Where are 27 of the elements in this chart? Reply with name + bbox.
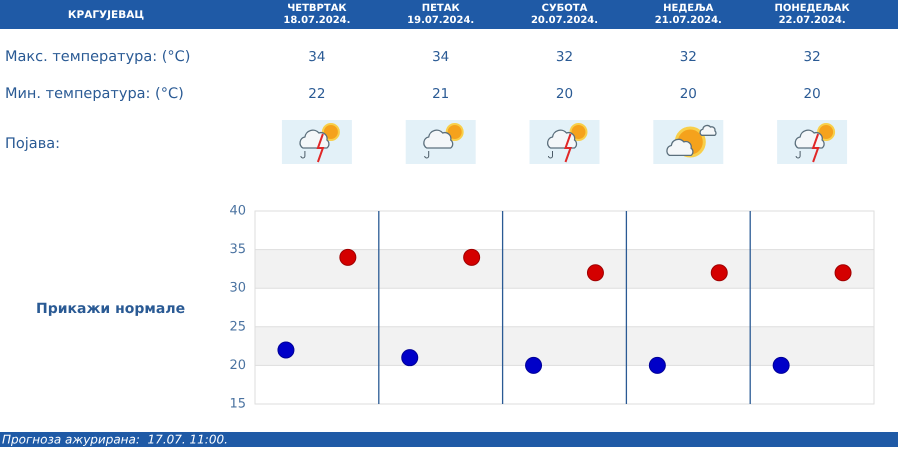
category-label: СУБОТА 20.07.2024. <box>530 3 598 26</box>
category-label: ЧЕТВРТАК 18.07.2024. <box>283 3 350 26</box>
data-label: 34 <box>432 49 450 65</box>
data-label: 32 <box>804 49 821 65</box>
data-label: 21 <box>432 86 450 102</box>
data-label: 20 <box>556 86 574 102</box>
category-label: ПОНЕДЕЉАК 22.07.2024. <box>774 3 851 26</box>
y-tick-label: 15 <box>229 396 246 412</box>
data-label: 20 <box>804 86 821 102</box>
text: КРАГУЈЕВАЦ <box>68 9 144 21</box>
data-label: 20 <box>680 86 697 102</box>
text: Прогноза ажурирана: 17.07. 11:00. <box>2 432 228 446</box>
text: Мин. температура: (°C) <box>5 86 184 102</box>
category-label: НЕДЕЉА 21.07.2024. <box>654 3 722 26</box>
data-label: 32 <box>556 49 574 65</box>
y-tick-label: 25 <box>229 319 246 334</box>
text: Прикажи нормале <box>36 301 186 317</box>
data-label: 34 <box>308 49 326 65</box>
text: Појава: <box>5 136 60 152</box>
category-label: ПЕТАК 19.07.2024. <box>407 3 474 26</box>
y-tick-label: 40 <box>229 204 246 219</box>
y-tick-label: 20 <box>229 358 246 373</box>
data-label: 22 <box>308 86 326 102</box>
y-tick-label: 30 <box>229 280 246 296</box>
data-label: 32 <box>680 49 697 65</box>
y-tick-label: 35 <box>229 242 246 258</box>
text: Макс. температура: (°C) <box>5 49 190 65</box>
